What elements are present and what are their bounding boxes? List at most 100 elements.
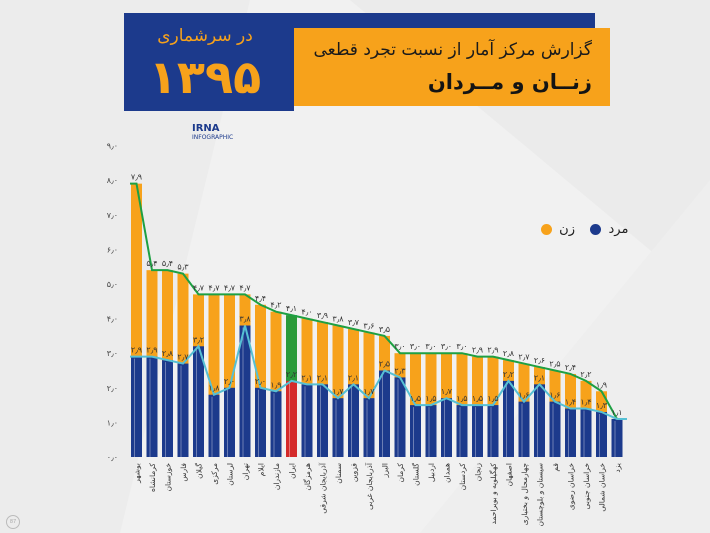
- men-value-label: ۱٫۵: [487, 394, 498, 403]
- x-category-label: خراسان جنوبی: [582, 463, 591, 510]
- men-bar: [472, 405, 483, 457]
- women-bar: [208, 294, 220, 457]
- x-category-label: کرمان: [396, 463, 405, 483]
- men-value-label: ۱٫۷: [363, 387, 375, 396]
- men-value-label: ۱٫۸: [208, 384, 220, 393]
- women-value-label: ۳٫۰: [410, 342, 421, 351]
- page-title-line1: گزارش مرکز آمار از نسبت تجرد قطعی: [313, 40, 592, 60]
- legend-women-swatch: [541, 224, 552, 235]
- x-category-label: گلستان: [412, 463, 421, 486]
- women-value-label: ۳٫۰: [441, 342, 452, 351]
- header-year-box: [124, 13, 294, 111]
- y-tick-label: ۲٫۰: [107, 384, 118, 393]
- men-value-label: ۱٫۵: [456, 394, 467, 403]
- women-bar: [131, 183, 142, 457]
- women-value-label: ۲٫۹: [487, 346, 498, 355]
- men-value-label: ۱٫۴: [580, 398, 591, 407]
- women-value-label: ۲٫۸: [503, 349, 515, 358]
- x-category-label: مرکزی: [210, 463, 219, 485]
- men-value-label: ۳٫۲: [193, 335, 204, 344]
- women-bar: [332, 325, 344, 457]
- x-category-label: ایران: [288, 463, 297, 479]
- men-bar: [611, 418, 623, 457]
- men-bar: [301, 384, 313, 457]
- men-bar: [518, 401, 530, 457]
- page-title-line2: زنــان و مــردان: [427, 70, 592, 94]
- women-value-label: ۵٫۳: [177, 263, 189, 272]
- x-category-label: آذربایجان شرقی: [318, 462, 328, 514]
- x-category-label: خراسان شمالی: [598, 463, 607, 512]
- men-bar: [255, 387, 266, 457]
- header-title-box: [292, 28, 610, 106]
- men-value-label: ۱٫۹: [270, 380, 281, 389]
- men-value-label: ۱٫۶: [549, 391, 560, 400]
- men-bar: [146, 356, 158, 457]
- men-bar: [503, 380, 514, 457]
- y-tick-label: ۳٫۰: [107, 349, 118, 358]
- men-value-label: ۱٫۶: [518, 391, 529, 400]
- women-value-label: ۴٫۰: [301, 308, 312, 317]
- women-bar: [270, 311, 282, 457]
- x-category-label: کرمانشاه: [148, 463, 157, 492]
- x-category-label: همدان: [443, 463, 452, 483]
- legend-men-swatch: [590, 224, 602, 235]
- women-value-label: ۳٫۰: [425, 342, 436, 351]
- men-value-label: ۲٫۷: [177, 353, 189, 362]
- men-value-label: ۱٫۴: [565, 398, 576, 407]
- y-tick-label: ۱٫۰: [107, 418, 118, 427]
- men-bar: [580, 408, 592, 457]
- men-bar: [487, 405, 499, 457]
- x-category-label: زنجان: [474, 463, 483, 482]
- x-category-label: یزد: [613, 463, 622, 473]
- men-value-label: ۱٫۵: [472, 394, 483, 403]
- men-bar: [441, 398, 452, 457]
- irna-logo-sub: INFOGRAPHIC: [192, 134, 234, 141]
- men-value-label: ۲٫۳: [394, 366, 406, 375]
- men-value-label: ۱٫۵: [425, 394, 436, 403]
- women-bar: [255, 304, 266, 457]
- men-bar: [239, 325, 251, 457]
- men-bar: [224, 387, 235, 457]
- men-bar: [270, 391, 282, 457]
- men-bar: [565, 408, 576, 457]
- women-value-label: ۳٫۰: [394, 342, 405, 351]
- men-bar: [131, 356, 142, 457]
- x-category-label: کهگیلویه و بویراحمد: [489, 463, 498, 525]
- x-category-label: قزوین: [350, 463, 359, 483]
- men-value-label: ۲٫۱: [317, 373, 328, 382]
- women-value-label: ۷٫۹: [131, 173, 142, 182]
- women-value-label: ۲٫۲: [580, 370, 591, 379]
- men-bar: [379, 370, 390, 457]
- men-value-label: ۲٫۲: [286, 370, 297, 379]
- x-category-label: فارس: [179, 463, 188, 482]
- women-value-label: ۳٫۸: [332, 315, 344, 324]
- women-value-label: ۱٫۹: [596, 380, 607, 389]
- men-value-label: ۲٫۰: [224, 377, 235, 386]
- men-trend-line: [130, 325, 627, 420]
- x-category-label: قم: [551, 463, 560, 472]
- women-value-label: ۳٫۹: [317, 311, 328, 320]
- women-value-label: ۲٫۴: [565, 363, 576, 372]
- census-year: ۱۳۹۵: [148, 50, 262, 104]
- y-tick-label: ۵٫۰: [107, 280, 118, 289]
- x-category-label: چهارمحال و بختیاری: [520, 463, 529, 526]
- men-bar: [177, 363, 189, 457]
- men-value-label: ۲٫۱: [348, 373, 359, 382]
- y-tick-label: ۰٫۰: [107, 453, 118, 462]
- x-category-label: خراسان رضوی: [567, 463, 576, 510]
- men-value-label: ۲٫۵: [379, 360, 390, 369]
- page-number-mark: 87: [6, 515, 20, 529]
- x-category-label: گیلان: [195, 463, 204, 479]
- women-value-label: ۲٫۷: [518, 353, 530, 362]
- x-category-label: سمنان: [334, 463, 343, 484]
- men-bar: [410, 405, 421, 457]
- men-value-label: ۱٫۵: [410, 394, 421, 403]
- men-bar: [348, 384, 359, 457]
- x-category-label: مازندران: [272, 463, 281, 490]
- women-value-label: ۴٫۷: [208, 283, 220, 292]
- men-bar: [286, 380, 297, 457]
- women-value-label: ۴٫۱: [286, 304, 297, 313]
- men-value-label: ۲٫۸: [162, 349, 174, 358]
- women-bar: [224, 294, 235, 457]
